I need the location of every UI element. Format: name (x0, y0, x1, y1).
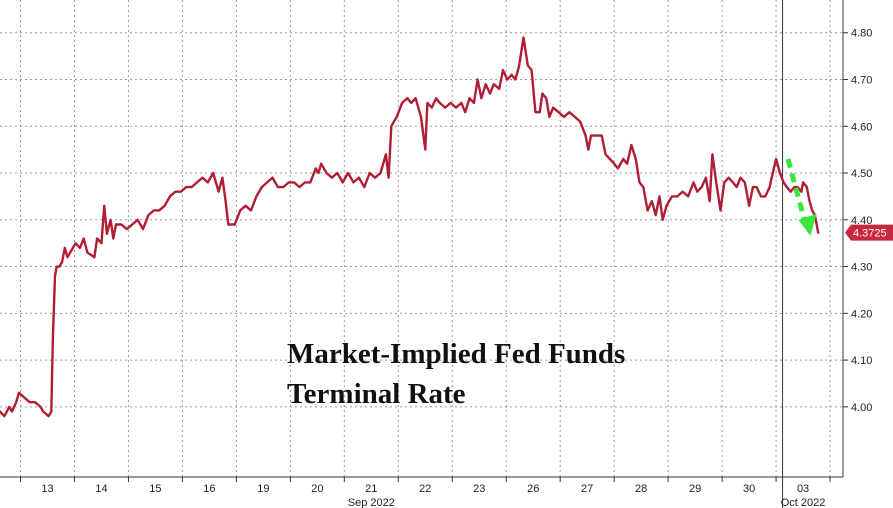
month-label: Oct 2022 (781, 497, 826, 508)
x-tick-label: 16 (203, 483, 215, 495)
y-tick-label: 4.80 (851, 28, 872, 40)
y-tick-label: 4.20 (851, 308, 872, 320)
x-tick-label: 30 (743, 483, 755, 495)
month-label: Sep 2022 (348, 497, 395, 508)
y-tick-label: 4.10 (851, 355, 872, 367)
y-axis-labels: 4.00 4.10 4.20 4.30 4.40 4.50 4.60 4.70 4.80 (851, 28, 872, 414)
x-tick-label: 14 (95, 483, 107, 495)
x-tick-label: 03 (797, 483, 809, 495)
arrow-head (798, 213, 817, 236)
x-tick-label: 22 (419, 483, 431, 495)
x-tick-label: 21 (365, 483, 377, 495)
last-value-label: 4.3725 (853, 228, 887, 240)
axes (0, 0, 848, 508)
y-tick-label: 4.70 (851, 75, 872, 87)
x-tick-label: 29 (689, 483, 701, 495)
x-tick-label: 15 (149, 483, 161, 495)
last-value-badge-shape (845, 224, 893, 241)
x-tick-label: 13 (41, 483, 53, 495)
x-tick-label: 26 (527, 483, 539, 495)
y-tick-label: 4.40 (851, 215, 872, 227)
y-tick-label: 4.30 (851, 262, 872, 274)
x-axis-labels: 13 14 15 16 19 20 21 22 23 26 27 28 29 30 03 Sep 2022 Oc… (41, 483, 825, 508)
y-tick-label: 4.00 (851, 402, 872, 414)
y-tick-label: 4.60 (851, 121, 872, 133)
y-tick-label: 4.50 (851, 168, 872, 180)
x-tick-label: 19 (257, 483, 269, 495)
last-value-badge: 4.3725 (845, 224, 893, 241)
chart-title-line-1: Market-Implied Fed Funds (287, 338, 625, 370)
x-tick-label: 20 (311, 483, 323, 495)
series-line (0, 36, 820, 418)
x-tick-label: 28 (635, 483, 647, 495)
arrow-shaft (785, 158, 808, 225)
x-tick-label: 23 (473, 483, 485, 495)
x-tick-label: 27 (581, 483, 593, 495)
chart-title-line-2: Terminal Rate (287, 378, 466, 410)
down-arrow-annotation (785, 158, 817, 236)
